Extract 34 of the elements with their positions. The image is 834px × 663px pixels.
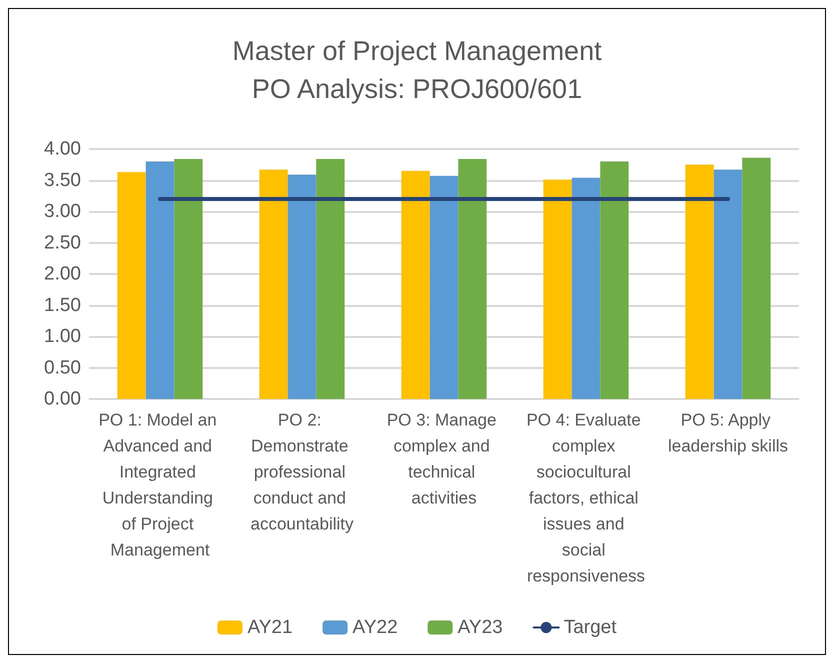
bar [600, 162, 629, 399]
legend-label: AY22 [352, 617, 398, 638]
bar [714, 170, 742, 399]
x-tick-label: PO 3: Manage complex and technical activities [386, 410, 502, 508]
legend-label: AY23 [458, 617, 503, 638]
bar [146, 162, 174, 399]
bar [543, 180, 572, 399]
bar [316, 159, 345, 399]
y-tick-label: 4.00 [44, 138, 81, 160]
legend-label: AY21 [247, 617, 293, 638]
x-tick-label: PO 4: Evaluate complex sociocultural factors, ethical issues and social responsiveness [526, 410, 646, 586]
bar [401, 170, 430, 399]
y-tick-label: 2.00 [44, 264, 81, 284]
y-tick-label: 0.00 [44, 388, 81, 410]
bar [259, 170, 288, 399]
y-tick-label: 3.50 [44, 170, 81, 191]
y-tick-label: 0.50 [44, 357, 81, 378]
y-tick-label: 3.00 [44, 201, 81, 222]
bar [742, 158, 771, 399]
bar [174, 159, 203, 399]
x-tick-label: PO 5: Apply leadership skills [668, 410, 788, 456]
bar [117, 172, 146, 399]
y-tick-label: 1.50 [44, 294, 81, 316]
bar [685, 164, 714, 399]
bar [288, 174, 316, 399]
bar [572, 178, 600, 399]
bar [430, 176, 458, 399]
chart-title: Master of Project Management PO Analysis: PROJ600/601 [232, 36, 602, 104]
bar [458, 159, 487, 399]
x-tick-label: PO 1: Model an Advanced and Integrated Understanding of Project Management [98, 410, 222, 560]
x-tick-label: PO 2: Demonstrate professional conduct and accountability [250, 410, 354, 534]
legend-label: Target [564, 617, 618, 638]
y-tick-label: 1.00 [44, 326, 81, 347]
y-tick-label: 2.50 [44, 232, 81, 254]
